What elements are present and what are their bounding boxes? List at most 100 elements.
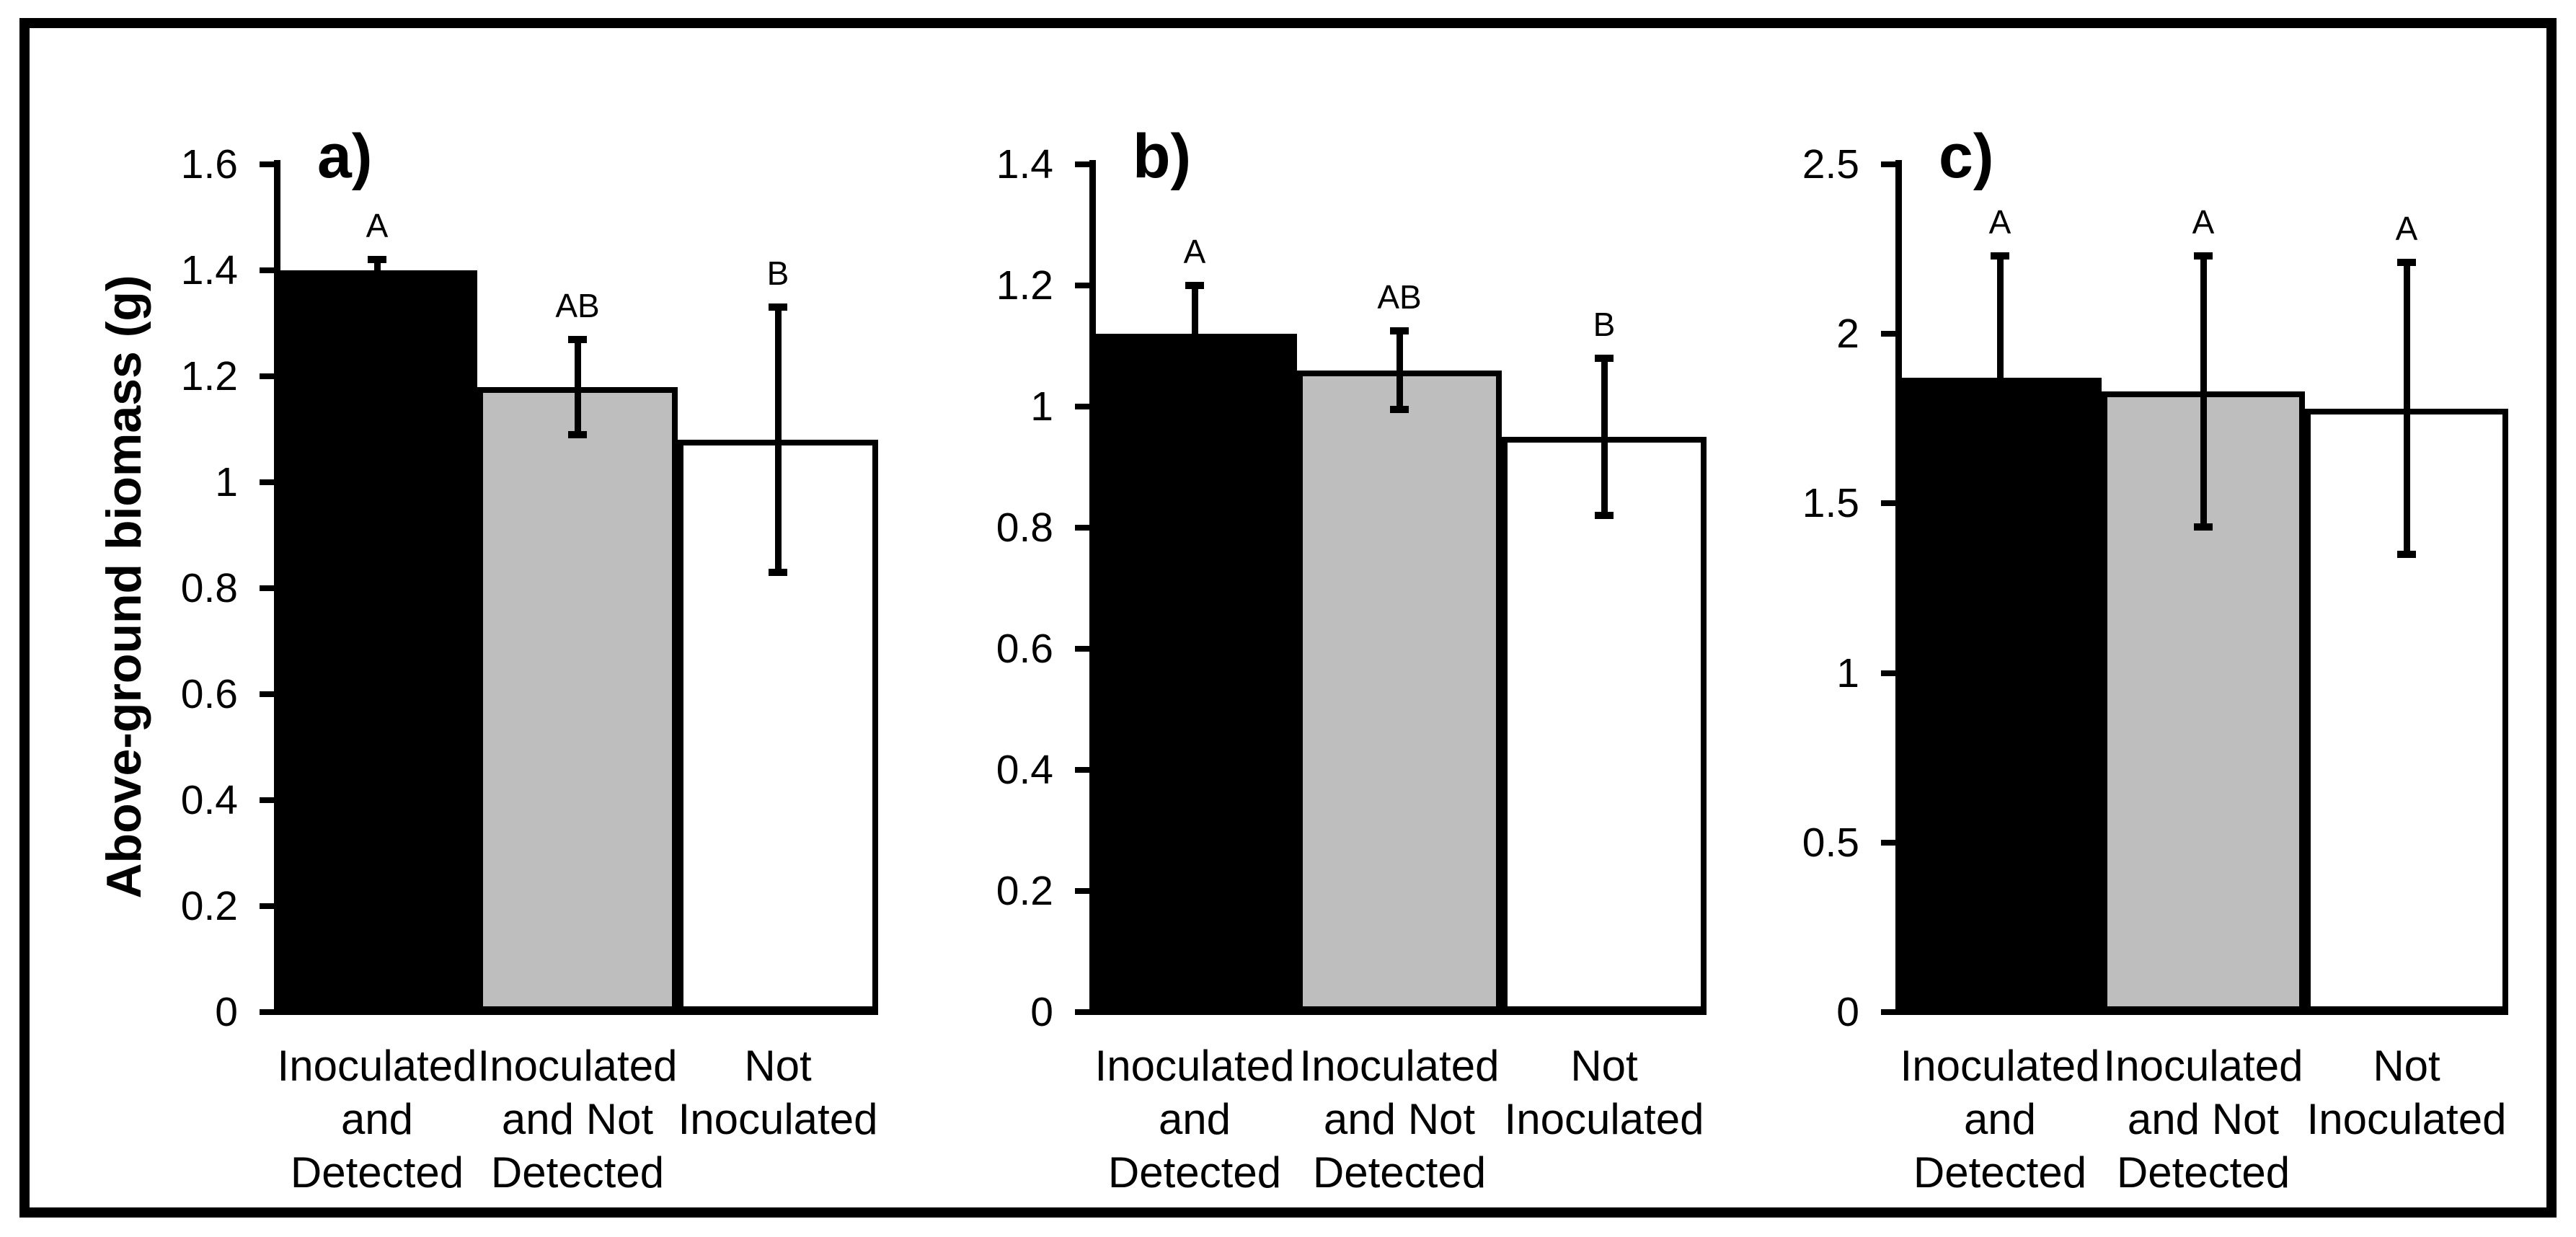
bar-inoculated-and-not-detected-panel-a <box>477 386 678 1012</box>
y-tick-label-panel-b: 1.2 <box>996 262 1053 309</box>
error-bar-top-cap-inoculated-and-detected-panel-b <box>1185 282 1204 289</box>
error-bar-inoculated-and-not-detected-panel-c <box>2200 256 2207 528</box>
y-tick-label-panel-a: 0.4 <box>180 777 238 823</box>
category-label-line-inoculated-and-detected-panel-b: and <box>1158 1095 1231 1143</box>
error-bar-bottom-cap-not-inoculated-panel-a <box>769 568 787 576</box>
significance-letter-inoculated-and-detected-panel-a: A <box>366 207 389 245</box>
y-tick-panel-c <box>1881 161 1897 167</box>
y-tick-label-panel-b: 1.4 <box>996 141 1053 187</box>
y-tick-panel-c <box>1881 670 1897 676</box>
y-tick-panel-b <box>1075 404 1091 409</box>
y-tick-panel-b <box>1075 646 1091 652</box>
category-label-line-inoculated-and-not-detected-panel-a: Detected <box>490 1148 665 1197</box>
y-tick-label-panel-c: 2 <box>1836 311 1859 358</box>
category-label-line-inoculated-and-not-detected-panel-b: Inoculated <box>1299 1042 1500 1090</box>
error-bar-top-cap-not-inoculated-panel-b <box>1595 354 1614 362</box>
y-tick-panel-a <box>260 373 275 379</box>
y-tick-label-panel-a: 0.6 <box>180 671 238 717</box>
y-tick-panel-c <box>1881 1009 1897 1015</box>
y-tick-panel-a <box>260 479 275 485</box>
significance-letter-inoculated-and-not-detected-panel-a: AB <box>555 286 600 324</box>
significance-letter-inoculated-and-detected-panel-b: A <box>1183 233 1206 270</box>
significance-letter-not-inoculated-panel-c: A <box>2395 210 2418 248</box>
category-label-line-inoculated-and-detected-panel-b: Detected <box>1107 1148 1282 1197</box>
y-tick-panel-a <box>260 267 275 273</box>
y-tick-label-panel-a: 1.6 <box>180 141 238 187</box>
y-tick-panel-b <box>1075 525 1091 531</box>
category-label-line-inoculated-and-detected-panel-a: Inoculated <box>277 1042 477 1090</box>
y-tick-panel-a <box>260 1009 275 1015</box>
y-tick-panel-c <box>1881 500 1897 507</box>
category-label-line-inoculated-and-not-detected-panel-c: Inoculated <box>2103 1042 2303 1090</box>
category-label-line-not-inoculated-panel-b: Not <box>1570 1042 1638 1090</box>
y-tick-label-panel-b: 0.8 <box>996 505 1053 551</box>
significance-letter-not-inoculated-panel-a: B <box>766 254 789 293</box>
panel-label-panel-a: a) <box>317 122 373 191</box>
y-tick-panel-b <box>1075 767 1091 773</box>
error-bar-top-cap-inoculated-and-detected-panel-c <box>1991 252 2009 260</box>
category-label-line-inoculated-and-detected-panel-c: Inoculated <box>1900 1042 2100 1090</box>
figure-frame: Above-ground biomass (g) 1.6 1.4 1.2 1 0.8 0.… <box>19 18 2557 1218</box>
significance-letter-inoculated-and-not-detected-panel-c: A <box>2192 203 2215 241</box>
bar-not-inoculated-panel-b <box>1502 437 1707 1012</box>
error-bar-bottom-cap-not-inoculated-panel-b <box>1595 512 1614 520</box>
category-label-line-inoculated-and-not-detected-panel-c: and Not <box>2127 1095 2280 1143</box>
error-bar-top-cap-not-inoculated-panel-c <box>2397 259 2416 267</box>
y-tick-label-panel-a: 1.2 <box>180 353 238 399</box>
category-label-line-not-inoculated-panel-c: Inoculated <box>2306 1095 2507 1143</box>
y-tick-label-panel-b: 1 <box>1030 383 1053 430</box>
y-tick-label-panel-c: 2.5 <box>1802 141 1859 187</box>
error-bar-inoculated-and-detected-panel-c <box>1996 256 2004 500</box>
error-bar-top-cap-inoculated-and-not-detected-panel-a <box>568 335 587 343</box>
category-label-line-inoculated-and-not-detected-panel-b: and Not <box>1323 1095 1476 1143</box>
y-tick-label-panel-a: 0.8 <box>180 565 238 611</box>
error-bar-top-cap-inoculated-and-not-detected-panel-c <box>2194 252 2213 260</box>
category-label-line-not-inoculated-panel-c: Not <box>2373 1042 2440 1090</box>
y-tick-label-panel-a: 1.4 <box>180 247 238 293</box>
category-label-line-not-inoculated-panel-b: Inoculated <box>1504 1095 1704 1143</box>
y-tick-panel-b <box>1075 888 1091 894</box>
error-bar-bottom-cap-inoculated-and-not-detected-panel-c <box>2194 523 2213 531</box>
y-tick-panel-a <box>260 691 275 697</box>
bar-inoculated-and-not-detected-panel-b <box>1297 370 1502 1012</box>
error-bar-bottom-cap-inoculated-and-not-detected-panel-b <box>1390 406 1409 414</box>
y-tick-panel-a <box>260 903 275 909</box>
category-label-line-inoculated-and-detected-panel-b: Inoculated <box>1094 1042 1295 1090</box>
significance-letter-inoculated-and-not-detected-panel-b: AB <box>1377 278 1422 316</box>
y-tick-panel-c <box>1881 839 1897 846</box>
y-tick-panel-c <box>1881 331 1897 337</box>
y-tick-panel-a <box>260 797 275 803</box>
error-bar-top-cap-not-inoculated-panel-a <box>769 303 787 311</box>
error-bar-bottom-cap-inoculated-and-not-detected-panel-a <box>568 430 587 438</box>
error-bar-not-inoculated-panel-c <box>2403 262 2410 554</box>
error-bar-not-inoculated-panel-b <box>1601 358 1608 516</box>
significance-letter-inoculated-and-detected-panel-c: A <box>1988 203 2011 241</box>
category-label-line-inoculated-and-not-detected-panel-b: Detected <box>1312 1148 1487 1197</box>
y-tick-label-panel-c: 1 <box>1836 649 1859 696</box>
y-tick-panel-a <box>260 585 275 591</box>
y-tick-panel-a <box>260 161 275 167</box>
category-label-line-inoculated-and-detected-panel-a: and <box>340 1095 414 1143</box>
bar-inoculated-and-detected-panel-b <box>1092 334 1297 1012</box>
error-bar-not-inoculated-panel-a <box>774 307 782 572</box>
bar-inoculated-and-detected-panel-a <box>277 270 477 1012</box>
error-bar-bottom-cap-inoculated-and-detected-panel-c <box>1991 496 2009 504</box>
y-tick-label-panel-c: 0 <box>1836 989 1859 1035</box>
error-bar-top-cap-inoculated-and-detected-panel-a <box>368 256 386 264</box>
y-tick-label-panel-b: 0.4 <box>996 747 1053 793</box>
error-bar-bottom-cap-not-inoculated-panel-c <box>2397 550 2416 558</box>
y-tick-label-panel-c: 1.5 <box>1802 480 1859 527</box>
category-label-line-inoculated-and-detected-panel-c: and <box>1963 1095 2037 1143</box>
y-tick-label-panel-a: 0.2 <box>180 883 238 929</box>
significance-letter-not-inoculated-panel-b: B <box>1593 305 1616 343</box>
error-bar-inoculated-and-detected-panel-a <box>373 260 381 281</box>
category-label-line-inoculated-and-not-detected-panel-c: Detected <box>2116 1148 2290 1197</box>
error-bar-inoculated-and-detected-panel-b <box>1191 285 1198 383</box>
panel-label-panel-b: b) <box>1133 122 1192 191</box>
y-tick-label-panel-a: 0 <box>215 989 238 1035</box>
y-tick-label-panel-b: 0.2 <box>996 868 1053 914</box>
error-bar-inoculated-and-not-detected-panel-b <box>1396 331 1403 410</box>
panel-label-panel-c: c) <box>1939 122 1994 191</box>
category-label-line-inoculated-and-detected-panel-a: Detected <box>290 1148 464 1197</box>
y-tick-label-panel-b: 0 <box>1030 989 1053 1035</box>
